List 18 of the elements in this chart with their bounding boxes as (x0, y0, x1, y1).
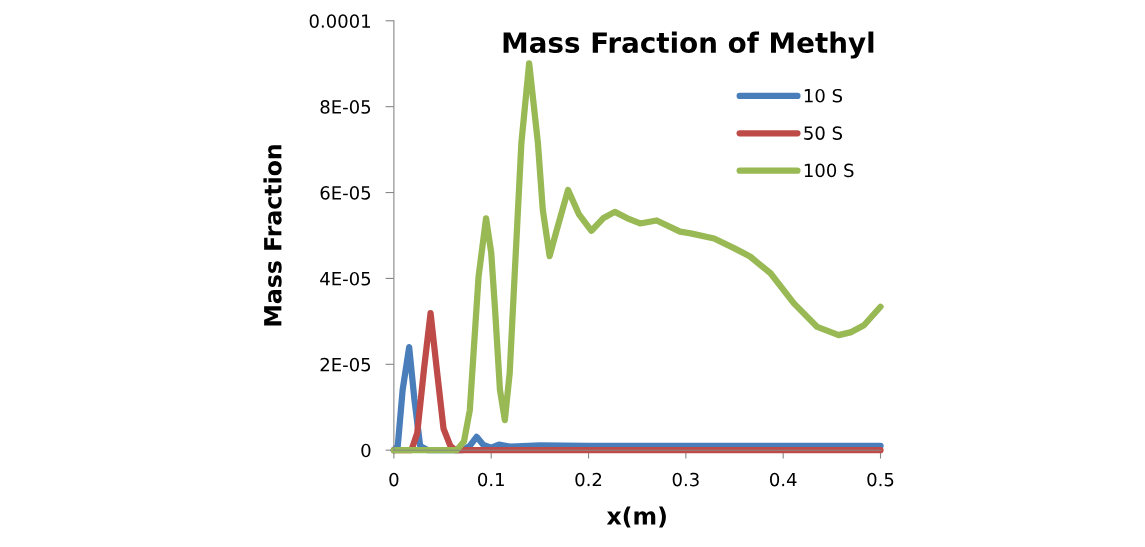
x-tick-label: 0 (389, 472, 399, 487)
y-tick-label: 0 (361, 443, 371, 458)
x-tick-label: 0.3 (672, 472, 699, 487)
legend-label: 50 S (804, 126, 843, 140)
y-axis-title: Mass Fraction (263, 145, 282, 326)
y-tick-label: 4E-05 (320, 271, 371, 286)
x-axis-title: x(m) (606, 506, 666, 528)
y-tick-label: 0.0001 (309, 14, 370, 28)
y-tick-label: 2E-05 (320, 357, 371, 372)
x-tick-label: 0.5 (867, 472, 894, 487)
chart-title: Mass Fraction of Methyl (503, 31, 874, 59)
x-tick-label: 0.4 (770, 472, 797, 487)
x-tick-label: 0.2 (575, 472, 602, 487)
legend-label: 100 S (804, 163, 854, 178)
y-tick-label: 6E-05 (320, 186, 371, 200)
y-tick-label: 8E-05 (320, 100, 371, 114)
x-tick-label: 0.1 (478, 472, 504, 487)
legend-label: 10 S (804, 88, 843, 103)
